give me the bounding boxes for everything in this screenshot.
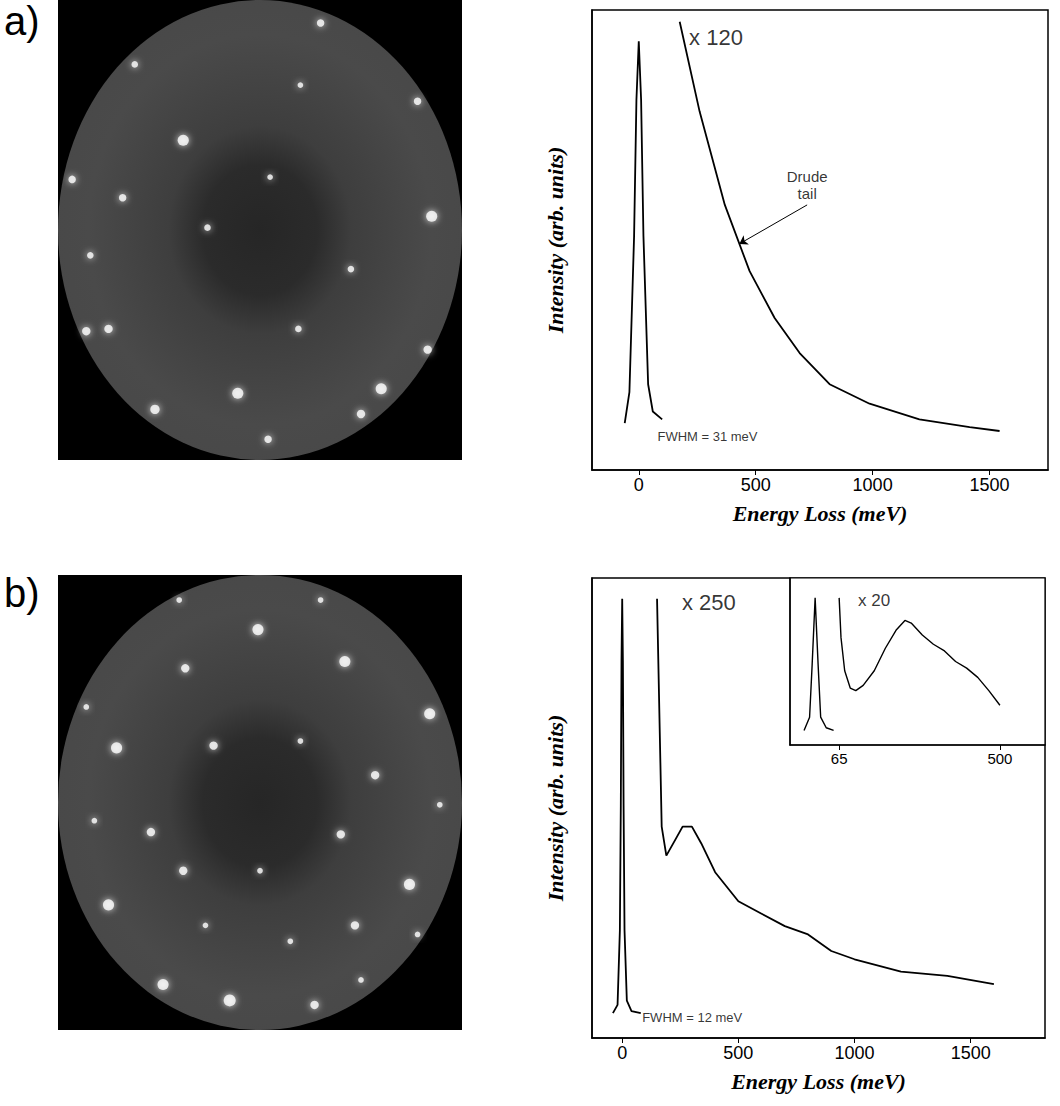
svg-text:Intensity (arb. units): Intensity (arb. units) (543, 715, 568, 902)
svg-text:Drude: Drude (787, 168, 828, 185)
svg-text:Intensity (arb. units): Intensity (arb. units) (543, 147, 568, 334)
html-text:b): b) (4, 571, 40, 615)
svg-text:x 20: x 20 (858, 591, 890, 610)
svg-text:FWHM = 31 meV: FWHM = 31 meV (657, 429, 757, 444)
svg-text:Energy Loss (meV): Energy Loss (meV) (732, 501, 908, 526)
html-text:a): a) (4, 0, 40, 43)
svg-text:Energy Loss (meV): Energy Loss (meV) (730, 1069, 906, 1094)
svg-text:500: 500 (723, 1043, 753, 1063)
svg-text:1000: 1000 (853, 475, 893, 495)
svg-text:tail: tail (798, 185, 817, 202)
svg-text:1000: 1000 (834, 1043, 874, 1063)
svg-text:0: 0 (634, 475, 644, 495)
svg-text:1500: 1500 (951, 1043, 991, 1063)
svg-text:x 120: x 120 (689, 25, 743, 50)
svg-text:500: 500 (741, 475, 771, 495)
svg-text:0: 0 (617, 1043, 627, 1063)
svg-text:500: 500 (987, 750, 1012, 767)
svg-text:FWHM = 12 meV: FWHM = 12 meV (642, 1010, 742, 1025)
svg-text:65: 65 (831, 750, 848, 767)
svg-text:x 250: x 250 (682, 590, 736, 615)
svg-text:1500: 1500 (970, 475, 1010, 495)
